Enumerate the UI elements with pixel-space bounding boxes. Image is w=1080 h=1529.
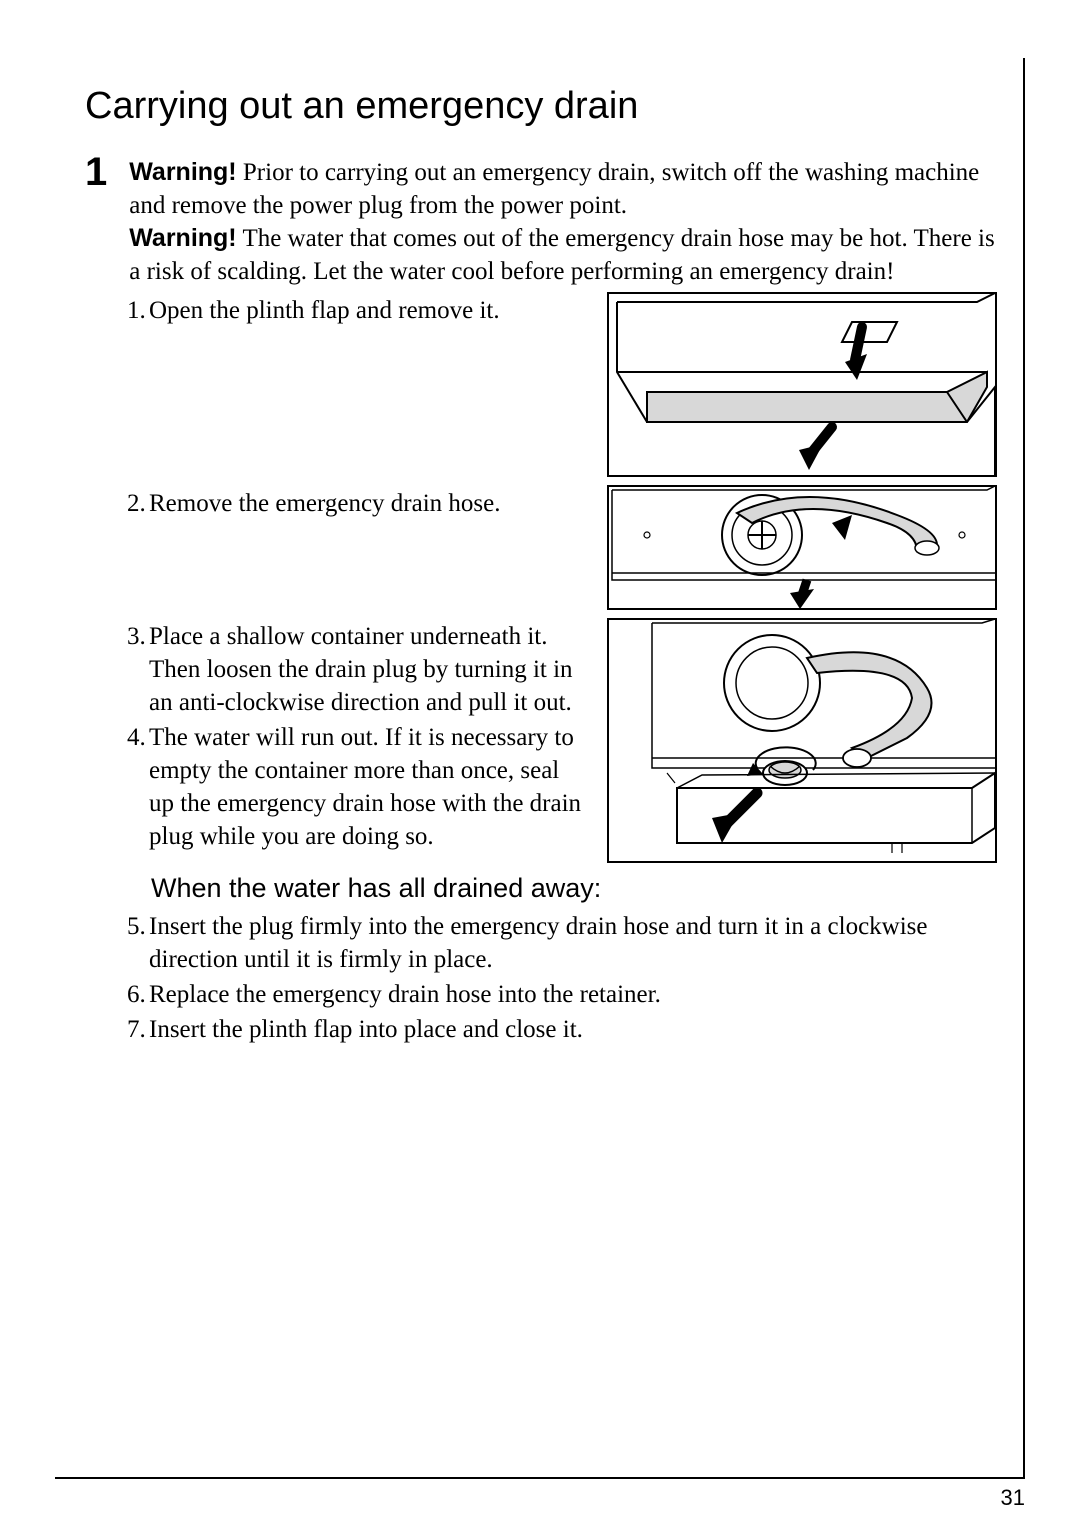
step-body: Remove the emergency drain hose.: [149, 487, 589, 520]
step-2: 2. Remove the emergency drain hose.: [127, 487, 589, 520]
step-num: 7.: [127, 1013, 149, 1046]
step-num: 6.: [127, 978, 149, 1011]
container-plug-illustration: [607, 618, 997, 863]
steps-5-7: 5. Insert the plug firmly into the emerg…: [127, 910, 997, 1046]
warning-label-2: Warning!: [129, 224, 236, 252]
step-body: Open the plinth flap and remove it.: [149, 294, 589, 327]
step-4: 4. The water will run out. If it is nece…: [127, 721, 589, 853]
content-area: Carrying out an emergency drain 1 Warnin…: [55, 60, 1025, 1046]
step-3: 3. Place a shallow container underneath …: [127, 620, 589, 719]
step-body: Insert the plug firmly into the emergenc…: [149, 910, 997, 976]
sub-heading: When the water has all drained away:: [151, 873, 997, 904]
step-body: The water will run out. If it is necessa…: [149, 721, 589, 853]
step-1-row: 1. Open the plinth flap and remove it.: [127, 292, 997, 477]
drain-hose-illustration: [607, 485, 997, 610]
warning-number-icon: 1: [85, 152, 107, 288]
plinth-flap-illustration: [607, 292, 997, 477]
warning-body-2: The water that comes out of the emergenc…: [129, 225, 994, 285]
step-num: 3.: [127, 620, 149, 719]
step-1-text-col: 1. Open the plinth flap and remove it.: [127, 292, 589, 477]
step-num: 5.: [127, 910, 149, 976]
section-title: Carrying out an emergency drain: [85, 85, 997, 128]
step-2-row: 2. Remove the emergency drain hose.: [127, 485, 997, 610]
warning-label-1: Warning!: [129, 158, 236, 186]
step-body: Replace the emergency drain hose into th…: [149, 978, 997, 1011]
step-num: 2.: [127, 487, 149, 520]
step-3-4-row: 3. Place a shallow container underneath …: [127, 618, 997, 863]
manual-page: Carrying out an emergency drain 1 Warnin…: [0, 0, 1080, 1529]
step-body: Place a shallow container underneath it.…: [149, 620, 589, 719]
step-1: 1. Open the plinth flap and remove it.: [127, 294, 589, 327]
step-5: 5. Insert the plug firmly into the emerg…: [127, 910, 997, 976]
step-3-4-text-col: 3. Place a shallow container underneath …: [127, 618, 589, 863]
step-7: 7. Insert the plinth flap into place and…: [127, 1013, 997, 1046]
warning-body-1: Prior to carrying out an emergency drain…: [129, 159, 979, 219]
step-num: 1.: [127, 294, 149, 327]
step-6: 6. Replace the emergency drain hose into…: [127, 978, 997, 1011]
step-2-text-col: 2. Remove the emergency drain hose.: [127, 485, 589, 610]
step-body: Insert the plinth flap into place and cl…: [149, 1013, 997, 1046]
warning-block: 1 Warning! Prior to carrying out an emer…: [85, 156, 997, 288]
warning-text: Warning! Prior to carrying out an emerge…: [129, 156, 997, 288]
step-num: 4.: [127, 721, 149, 853]
page-number: 31: [1001, 1485, 1025, 1511]
